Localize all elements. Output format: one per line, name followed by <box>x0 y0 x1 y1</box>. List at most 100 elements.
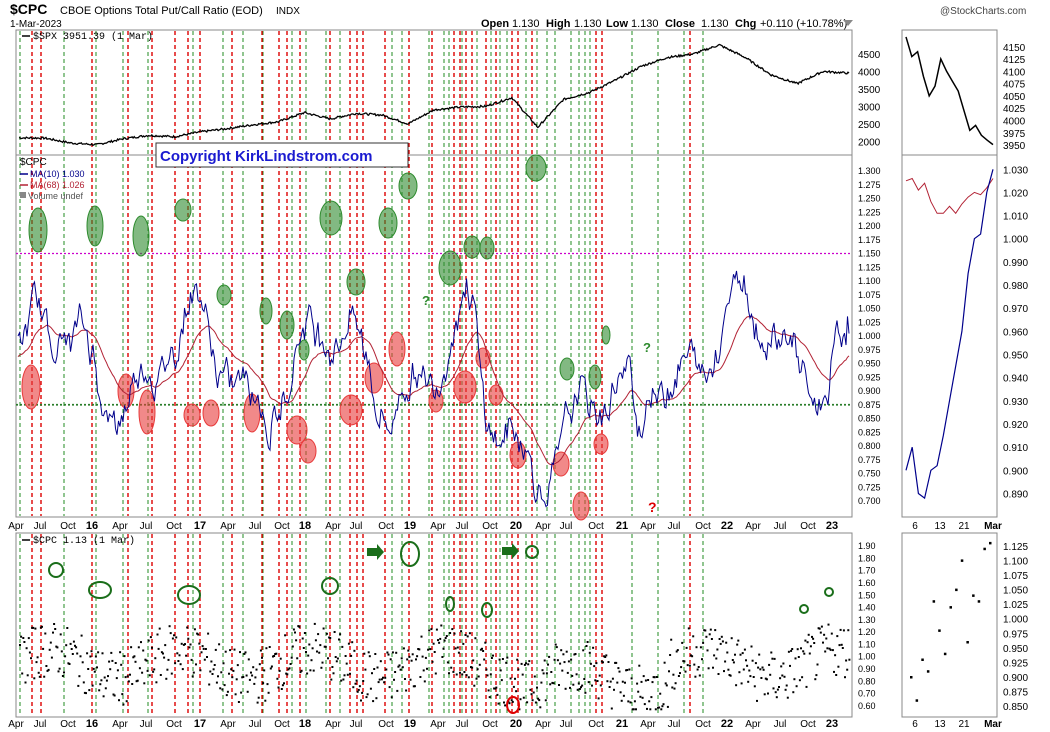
scatter-point <box>336 657 339 660</box>
scatter-point <box>422 669 425 672</box>
scatter-point <box>317 633 320 636</box>
triangle-down-icon[interactable] <box>843 20 853 26</box>
scatter-point <box>681 641 684 644</box>
scatter-point <box>419 676 422 678</box>
scatter-point <box>837 665 840 668</box>
scatter-point <box>454 647 457 650</box>
scatter-point <box>598 674 601 677</box>
scatter-point <box>826 647 829 650</box>
scatter-point <box>569 686 571 689</box>
scatter-point <box>708 633 711 636</box>
bottom-green-circle-1 <box>88 581 112 599</box>
scatter-point <box>267 691 270 694</box>
scatter-point <box>120 663 123 666</box>
scatter-point <box>460 630 463 633</box>
scatter-point <box>508 702 511 705</box>
scatter-point <box>224 650 227 653</box>
cpc-tick-label: 1.100 <box>858 276 881 286</box>
scatter-point <box>382 676 384 679</box>
scatter-point <box>763 693 766 696</box>
scatter-point <box>255 668 258 671</box>
scatter-point <box>97 651 100 654</box>
cpc-tick-label: 1.200 <box>858 221 881 231</box>
scatter-point <box>783 675 786 678</box>
scatter-point <box>64 655 67 658</box>
scatter-point <box>676 649 679 652</box>
scatter-point <box>433 651 436 653</box>
scatter-point <box>430 628 433 631</box>
scatter-point <box>602 661 604 664</box>
scatter-point <box>23 641 26 643</box>
red-circle-9 <box>364 362 384 394</box>
green-circle-14 <box>479 236 495 260</box>
scatter-point <box>680 666 683 669</box>
scatter-point <box>182 643 185 646</box>
scatter-point <box>265 647 268 650</box>
bottom-tick-label: 0.80 <box>858 676 876 686</box>
scatter-point <box>159 674 162 676</box>
cpc-tick-label: 1.275 <box>858 180 881 190</box>
scatter-point <box>673 687 676 690</box>
scatter-point <box>67 662 70 665</box>
scatter-point <box>627 700 630 703</box>
scatter-point <box>320 666 323 669</box>
scatter-point <box>87 668 90 670</box>
green-circle-10 <box>378 207 398 239</box>
x-tick-label: 21 <box>616 520 628 532</box>
scatter-point <box>27 637 30 640</box>
scatter-point <box>650 696 653 699</box>
scatter-point <box>199 669 202 672</box>
zoom-bottom-tick-label: 1.050 <box>1003 586 1028 597</box>
scatter-point <box>151 646 153 649</box>
scatter-point <box>272 655 274 658</box>
scatter-point <box>111 659 114 662</box>
spx-legend-text: $SPX 3951.39 (1 Mar) <box>33 31 153 43</box>
scatter-point <box>203 658 206 661</box>
scatter-point <box>41 625 43 628</box>
x-tick-label: 22 <box>721 520 733 532</box>
low-label: Low <box>606 18 628 30</box>
scatter-point <box>584 691 587 694</box>
scatter-point <box>665 684 668 687</box>
scatter-point <box>499 669 502 672</box>
scatter-point <box>375 697 378 700</box>
scatter-point <box>420 635 423 638</box>
scatter-point <box>713 654 716 657</box>
scatter-point <box>221 688 224 691</box>
scatter-point <box>599 684 602 687</box>
scatter-point <box>613 688 615 691</box>
zoom-scatter-point <box>921 658 924 661</box>
scatter-point <box>163 656 166 659</box>
zoom-spx-line <box>905 36 994 146</box>
scatter-point <box>664 682 667 685</box>
scatter-point <box>807 633 810 636</box>
scatter-point <box>741 652 744 655</box>
scatter-point <box>404 678 406 680</box>
zoom-x-tick-label-bottom: 13 <box>934 719 946 730</box>
scatter-point <box>19 644 21 646</box>
scatter-point <box>470 666 472 669</box>
x-tick-label: Jul <box>140 521 153 532</box>
scatter-point <box>597 697 600 700</box>
scatter-point <box>157 647 160 650</box>
scatter-point <box>273 655 276 657</box>
x-tick-label: Jul <box>668 521 681 532</box>
scatter-point <box>492 654 494 657</box>
scatter-point <box>334 656 337 658</box>
scatter-point <box>259 649 262 652</box>
scatter-point <box>298 625 301 628</box>
scatter-point <box>113 694 116 697</box>
scatter-point <box>351 641 354 644</box>
scatter-point <box>706 649 709 652</box>
scatter-point <box>580 686 582 689</box>
scatter-point <box>759 668 762 671</box>
scatter-point <box>339 633 342 636</box>
scatter-point <box>88 689 91 692</box>
scatter-point <box>440 624 443 627</box>
scatter-point <box>57 670 60 673</box>
scatter-point <box>424 656 427 659</box>
chg-label: Chg <box>735 18 756 30</box>
scatter-point <box>749 675 752 678</box>
scatter-point <box>329 637 332 639</box>
scatter-point <box>406 658 409 661</box>
